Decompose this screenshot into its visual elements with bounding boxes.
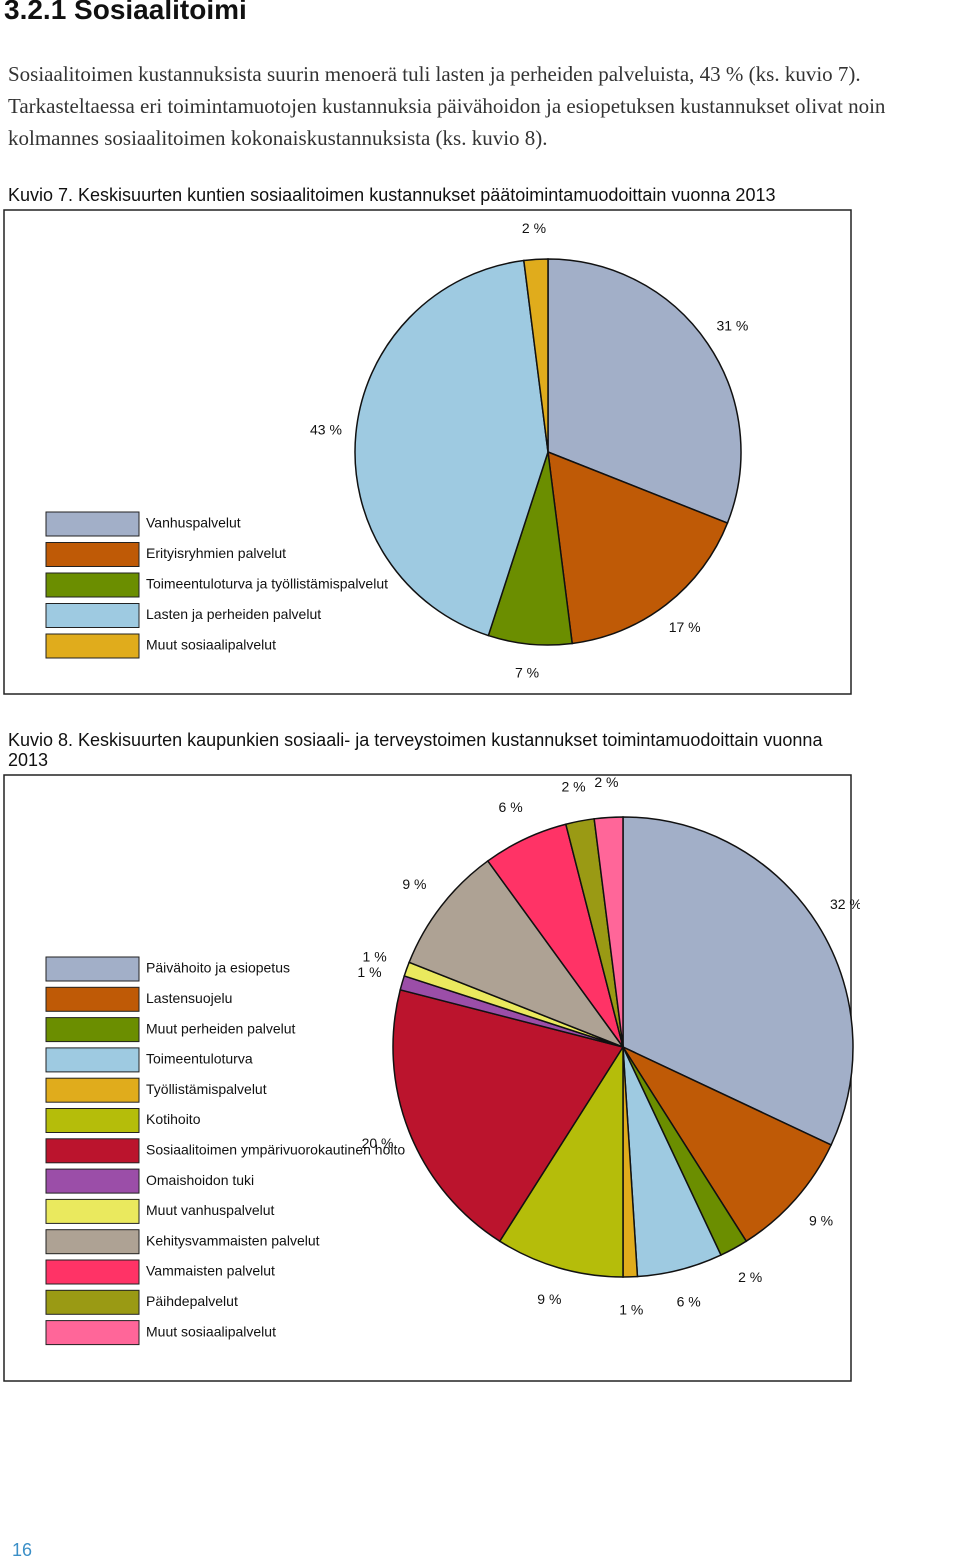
- legend-swatch: [45, 1077, 140, 1103]
- legend-label: Vammaisten palvelut: [146, 1263, 275, 1279]
- legend-label: Kehitysvammaisten palvelut: [146, 1232, 320, 1248]
- pie-slice: [498, 1044, 624, 1278]
- value-label: 31 %: [716, 317, 748, 333]
- legend-label: Päivähoito ja esiopetus: [146, 960, 290, 976]
- chart: Vanhuspalvelut Erityisryhmien palvelut Toi…: [3, 209, 852, 695]
- value-label: 2 %: [561, 778, 585, 794]
- legend-swatch: [45, 1229, 140, 1255]
- paragraph: Sosiaalitoimen kustannuksista suurin men…: [8, 62, 886, 150]
- legend-label: Työllistämispalvelut: [146, 1081, 267, 1097]
- value-label: 17 %: [669, 619, 701, 635]
- legend-swatch: [45, 542, 140, 567]
- value-label: 9 %: [402, 876, 426, 892]
- legend-swatch: [45, 1108, 140, 1133]
- value-label: 1 %: [363, 948, 387, 964]
- pie-slice: [522, 258, 549, 453]
- legend-label: Lasten ja perheiden palvelut: [146, 606, 321, 622]
- legend-swatch: [45, 603, 140, 628]
- legend-label: Päihdepalvelut: [146, 1293, 238, 1309]
- value-label: 2 %: [738, 1269, 762, 1285]
- pie-slice: [620, 1045, 833, 1243]
- pie-slice: [547, 450, 729, 645]
- value-label: 9 %: [809, 1212, 833, 1228]
- pie-slice: [622, 816, 854, 1146]
- legend-swatch: [45, 572, 140, 598]
- legend-label: Sosiaalitoimen ympärivuorokautinen hoito: [146, 1142, 405, 1158]
- pie-slice: [593, 816, 624, 1048]
- legend-swatch: [45, 633, 140, 659]
- legend-label: Toimeentuloturva: [146, 1051, 253, 1067]
- caption: Kuvio 7. Keskisuurten kuntien sosiaalito…: [8, 185, 776, 205]
- pie-slice: [547, 258, 742, 525]
- legend-label: Muut sosiaalipalvelut: [146, 1323, 276, 1339]
- legend-label: Omaishoidon tuki: [146, 1172, 254, 1188]
- legend-swatch: [45, 1047, 140, 1073]
- legend-label: Muut sosiaalipalvelut: [146, 637, 276, 653]
- legend-label: Muut vanhuspalvelut: [146, 1202, 275, 1218]
- legend-swatch: [45, 1168, 140, 1194]
- legend-label: Vanhuspalvelut: [146, 515, 241, 531]
- legend-swatch: [45, 1320, 140, 1346]
- value-label: 32 %: [830, 896, 860, 912]
- legend-swatch: [45, 1259, 140, 1285]
- caption: Kuvio 8. Keskisuurten kaupunkien sosiaal…: [8, 730, 823, 770]
- legend-swatch: [45, 956, 140, 982]
- legend-swatch: [45, 1138, 140, 1164]
- pie-slice: [392, 988, 625, 1243]
- value-label: 6 %: [677, 1293, 701, 1309]
- value-label: 43 %: [310, 422, 342, 438]
- value-label: 6 %: [499, 799, 523, 815]
- page-number: 16: [12, 1540, 33, 1560]
- legend-swatch: [45, 1198, 140, 1224]
- value-label: 7 %: [515, 665, 539, 681]
- legend-label: Erityisryhmien palvelut: [146, 545, 286, 561]
- pie-slice: [408, 859, 626, 1049]
- legend-label: Kotihoito: [146, 1111, 201, 1127]
- legend-label: Lastensuojelu: [146, 990, 232, 1006]
- legend-label: Toimeentuloturva ja työllistämispalvelut: [146, 576, 388, 592]
- value-label: 2 %: [522, 220, 546, 236]
- pie-slice: [354, 259, 549, 637]
- heading: 3.2.1 Sosiaalitoimi: [4, 0, 247, 25]
- chart: Päivähoito ja esiopetus Lastensuojelu Muut…: [3, 774, 860, 1382]
- value-label: 9 %: [537, 1291, 561, 1307]
- legend-swatch: [45, 1289, 140, 1315]
- frame: [3, 209, 852, 695]
- value-label: 20 %: [362, 1135, 394, 1151]
- value-label: 1 %: [619, 1302, 643, 1318]
- legend-swatch: [45, 1017, 140, 1043]
- legend-swatch: [45, 511, 140, 537]
- value-label: 1 %: [357, 964, 381, 980]
- legend-swatch: [45, 986, 140, 1012]
- legend-label: Muut perheiden palvelut: [146, 1020, 296, 1036]
- value-label: 2 %: [594, 774, 618, 790]
